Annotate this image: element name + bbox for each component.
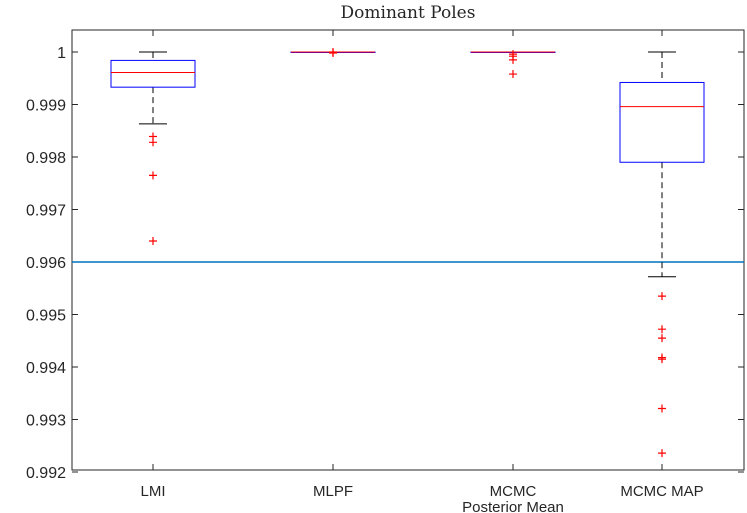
box-group (619, 51, 705, 458)
outlier-point (658, 292, 666, 301)
outlier-point (658, 355, 666, 364)
box (619, 81, 705, 163)
outlier-point (149, 171, 157, 180)
outlier-point (329, 48, 337, 56)
y-tick-label: 0.997 (26, 203, 66, 220)
box-group (110, 51, 196, 245)
x-tick-label: Posterior Mean (462, 499, 564, 513)
y-tick-label: 0.998 (26, 150, 66, 167)
box-series (110, 48, 705, 458)
outlier-point (149, 237, 157, 245)
y-tick-label: 1 (57, 45, 66, 62)
plot-area (71, 29, 745, 471)
chart-title: Dominant Poles (341, 3, 476, 23)
y-tick-label: 0.999 (26, 98, 66, 115)
outlier-point (509, 70, 517, 79)
outlier-point (658, 404, 666, 413)
outlier-point (149, 138, 157, 147)
box-group (290, 48, 376, 58)
outlier-point (658, 334, 666, 343)
y-tick-label: 0.995 (26, 308, 66, 325)
x-tick-label: MLPF (313, 483, 353, 500)
outlier-point (658, 449, 666, 458)
box-group (470, 50, 556, 79)
y-tick-label: 0.993 (26, 413, 66, 430)
y-tick-label: 0.994 (26, 360, 66, 377)
y-axis: 0.992 0.993 0.994 0.995 0.996 0.997 0.998 0.999… (26, 45, 744, 482)
box (110, 59, 196, 88)
y-tick-label: 0.996 (26, 255, 66, 272)
x-tick-label: MCMC (490, 483, 537, 500)
outlier-point (658, 325, 666, 334)
x-tick-label: MCMC MAP (620, 483, 703, 500)
y-tick-label: 0.992 (26, 465, 66, 482)
outlier-point (509, 55, 517, 64)
x-tick-label: LMI (140, 483, 165, 500)
